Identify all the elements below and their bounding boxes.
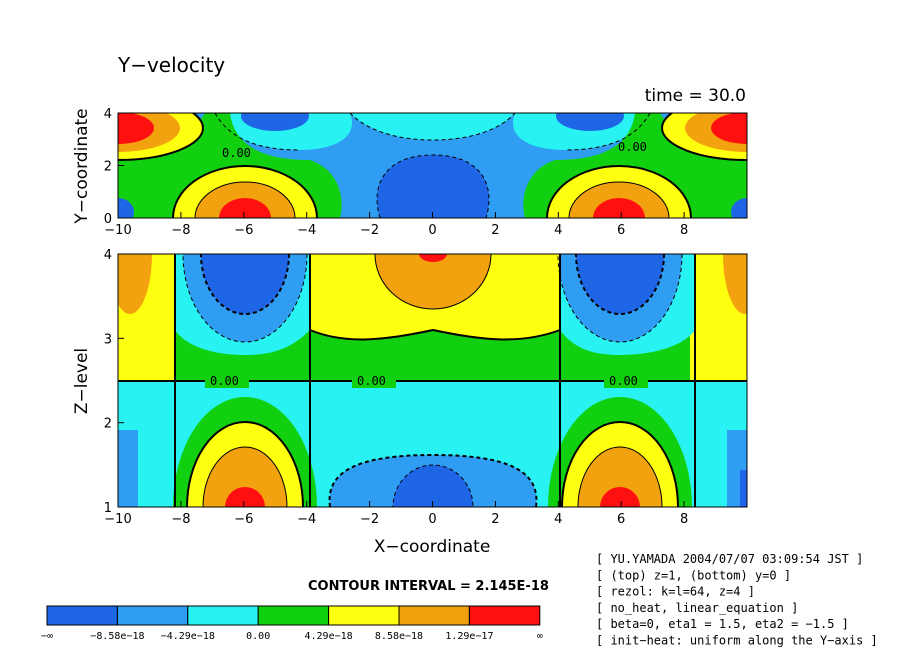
x-tick-label: −4 bbox=[297, 223, 316, 238]
bot-lower-orange-right bbox=[578, 447, 662, 507]
legend-label: −4.29e−18 bbox=[161, 631, 215, 642]
bot-lower-darkblue-edge-right bbox=[740, 470, 747, 507]
legend-label: ∞ bbox=[537, 631, 543, 642]
top-zero-label-left: 0.00 bbox=[222, 146, 251, 160]
legend-swatch bbox=[116, 605, 189, 626]
y-tick-label: 0 bbox=[104, 212, 112, 227]
top-red-lobe-right bbox=[593, 198, 645, 218]
y-tick-label: 2 bbox=[104, 417, 112, 432]
legend-label: 0.00 bbox=[246, 631, 270, 642]
bot-zero-label-bg-left bbox=[205, 373, 249, 388]
y-tick-label: 2 bbox=[104, 160, 112, 175]
legend-swatch bbox=[328, 605, 400, 626]
bot-lower-blue-edge-left bbox=[118, 430, 138, 507]
top-blue-corner-left bbox=[118, 198, 134, 218]
top-contour-lines bbox=[118, 113, 747, 218]
x-tick-label: 0 bbox=[428, 512, 436, 527]
y-tick-label: 4 bbox=[104, 248, 112, 263]
contour-interval-label: CONTOUR INTERVAL = 2.145E-18 bbox=[308, 579, 549, 594]
legend-swatch bbox=[257, 605, 330, 626]
legend-label: 8.58e−18 bbox=[375, 631, 423, 642]
bot-zero-label-bg-mid bbox=[352, 373, 396, 388]
legend-swatch bbox=[187, 605, 259, 626]
bottom-zero-label-right: 0.00 bbox=[609, 374, 638, 388]
top-blue-core-upper-right bbox=[556, 113, 624, 131]
x-tick-label: −4 bbox=[297, 512, 316, 527]
x-tick-label: −6 bbox=[234, 512, 253, 527]
bot-lower-darkblue-center bbox=[393, 465, 473, 507]
legend-label: 4.29e−18 bbox=[305, 631, 353, 642]
x-tick-label: 8 bbox=[680, 223, 688, 238]
y-tick-label: 3 bbox=[104, 332, 112, 347]
bot-lower-red-left bbox=[225, 487, 265, 507]
x-tick-label: −8 bbox=[171, 223, 190, 238]
bot-upper-orange-edge-left bbox=[118, 254, 152, 314]
bottom-x-axis-label: X−coordinate bbox=[374, 537, 491, 557]
top-red-corner-right bbox=[711, 113, 747, 144]
color-legend: −∞ −8.58e−18 −4.29e−18 0.00 4.29e−18 8.58e−18… bbox=[41, 605, 543, 642]
x-tick-label: −10 bbox=[104, 512, 131, 527]
top-blue-core-upper-left bbox=[241, 113, 309, 131]
legend-label: −∞ bbox=[41, 631, 53, 642]
bot-upper-darkblue-right bbox=[576, 254, 664, 314]
info-line: [ YU.YAMADA 2004/07/07 03:09:54 JST ] bbox=[596, 552, 863, 566]
bottom-zero-label-left: 0.00 bbox=[210, 374, 239, 388]
x-tick-label: −2 bbox=[360, 223, 379, 238]
info-line: [ init−heat: uniform along the Y−axis ] bbox=[596, 634, 878, 648]
bot-upper-darkblue-left bbox=[201, 254, 289, 314]
legend-label: −8.58e−18 bbox=[90, 631, 144, 642]
x-tick-label: 2 bbox=[491, 223, 499, 238]
x-tick-label: 2 bbox=[491, 512, 499, 527]
info-line: [ beta=0, eta1 = 1.5, eta2 = −1.5 ] bbox=[596, 617, 849, 631]
top-blue-core-center bbox=[377, 155, 489, 218]
top-cyan-zone-mid bbox=[350, 113, 515, 140]
info-line: [ (top) z=1, (bottom) y=0 ] bbox=[596, 568, 791, 582]
x-tick-label: 6 bbox=[617, 223, 625, 238]
bot-upper-red-center bbox=[419, 254, 447, 262]
top-red-corner-left bbox=[118, 113, 154, 144]
bot-upper-orange-edge-right bbox=[723, 254, 747, 314]
x-tick-label: 8 bbox=[680, 512, 688, 527]
x-tick-label: 4 bbox=[554, 223, 562, 238]
bot-lower-orange-left bbox=[203, 447, 287, 507]
top-panel-contours: 0.00 0.00 bbox=[118, 113, 747, 218]
time-label: time = 30.0 bbox=[645, 86, 746, 106]
top-y-ticks: 0 2 4 bbox=[104, 107, 124, 227]
chart-title: Y−velocity bbox=[117, 53, 225, 77]
top-red-lobe-left bbox=[219, 198, 271, 218]
x-tick-label: 6 bbox=[617, 512, 625, 527]
bot-lower-red-right bbox=[600, 487, 640, 507]
x-tick-label: −6 bbox=[234, 223, 253, 238]
info-line: [ rezol: k=l=64, z=4 ] bbox=[596, 585, 755, 599]
x-tick-label: −10 bbox=[104, 223, 131, 238]
x-tick-label: 4 bbox=[554, 512, 562, 527]
x-tick-label: 0 bbox=[428, 223, 436, 238]
top-y-axis-label: Y−coordinate bbox=[72, 108, 92, 224]
top-blue-corner-right bbox=[731, 198, 747, 218]
top-x-ticks: −10 −8 −6 −4 −2 0 2 4 6 8 bbox=[104, 212, 688, 238]
top-panel: 0.00 0.00 −10 −8 −6 −4 −2 0 2 4 6 8 0 2 4 Y−coordin… bbox=[72, 107, 748, 238]
bot-zero-label-bg-right bbox=[604, 373, 648, 388]
y-tick-label: 4 bbox=[104, 107, 112, 122]
y-tick-label: 1 bbox=[104, 501, 112, 516]
top-zero-label-right: 0.00 bbox=[618, 140, 647, 154]
legend-swatch bbox=[468, 605, 541, 626]
bottom-zero-label-mid: 0.00 bbox=[357, 374, 386, 388]
bottom-y-ticks: 1 2 3 4 bbox=[104, 248, 124, 516]
x-tick-label: −8 bbox=[171, 512, 190, 527]
legend-swatch bbox=[398, 605, 470, 626]
bottom-y-axis-label: Z−level bbox=[72, 348, 92, 414]
bottom-panel-contours: 0.00 0.00 0.00 bbox=[118, 254, 747, 507]
x-tick-label: −2 bbox=[360, 512, 379, 527]
legend-label: 1.29e−17 bbox=[445, 631, 493, 642]
info-line: [ no_heat, linear_equation ] bbox=[596, 601, 798, 615]
legend-swatch bbox=[46, 605, 118, 626]
info-block: [ YU.YAMADA 2004/07/07 03:09:54 JST ] [ (… bbox=[596, 552, 878, 648]
bottom-panel: 0.00 0.00 0.00 −10 −8 −6 −4 −2 0 2 4 6 8 1 2 3 4 X−c… bbox=[72, 248, 748, 557]
bot-upper-orange-center bbox=[375, 254, 491, 309]
bottom-x-ticks: −10 −8 −6 −4 −2 0 2 4 6 8 bbox=[104, 501, 688, 527]
